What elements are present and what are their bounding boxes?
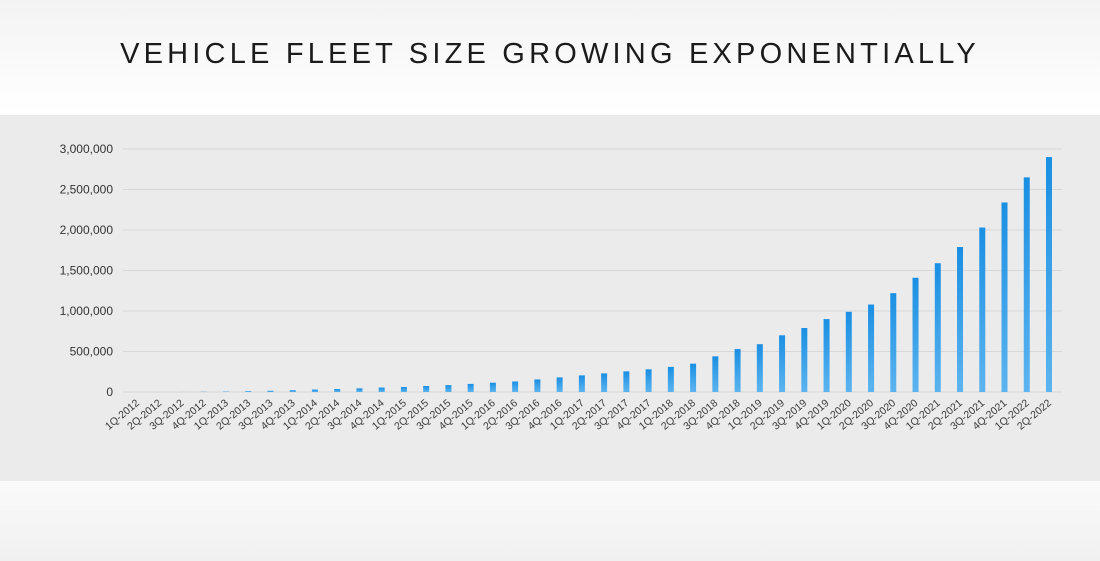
bar-2Q-2017 (601, 373, 608, 392)
y-tick-label: 2,000,000 (60, 223, 114, 237)
bar-3Q-2016 (534, 379, 541, 392)
y-tick-label: 1,000,000 (60, 304, 114, 318)
bar-3Q-2013 (267, 390, 274, 392)
bar-4Q-2013 (289, 390, 296, 392)
bar-2Q-2016 (512, 381, 519, 392)
bar-1Q-2020 (845, 311, 852, 392)
y-tick-label: 2,500,000 (60, 183, 114, 197)
bar-3Q-2014 (356, 388, 363, 392)
bar-2Q-2022 (1046, 157, 1052, 392)
bar-4Q-2014 (378, 387, 385, 392)
y-axis: 0 500,000 1,000,000 1,500,000 2,000,000 2,500… (60, 142, 114, 399)
bar-3Q-2019 (801, 328, 808, 392)
bar-chart: 0 500,000 1,000,000 1,500,000 2,000,000 2,500… (60, 142, 1062, 433)
bar-4Q-2019 (823, 319, 830, 392)
bar-2Q-2020 (868, 304, 875, 392)
y-tick-label: 0 (106, 385, 113, 399)
bar-1Q-2016 (489, 382, 496, 392)
bar-2Q-2013 (245, 391, 252, 392)
bar-2Q-2021 (957, 247, 964, 392)
bars (178, 157, 1052, 392)
bar-1Q-2021 (934, 263, 941, 392)
bar-1Q-2014 (311, 389, 318, 392)
grid-lines (123, 148, 1062, 393)
bar-4Q-2015 (467, 383, 474, 392)
bar-1Q-2019 (756, 344, 763, 392)
chart-title: VEHICLE FLEET SIZE GROWING EXPONENTIALLY (120, 38, 980, 70)
chart-panel: 0 500,000 1,000,000 1,500,000 2,000,000 2,500… (0, 115, 1100, 481)
y-tick-label: 1,500,000 (60, 264, 114, 278)
bar-3Q-2015 (445, 385, 452, 392)
bar-3Q-2021 (979, 227, 986, 392)
bar-1Q-2022 (1023, 177, 1030, 392)
bar-2Q-2014 (334, 389, 341, 392)
x-axis: 1Q-20122Q-20123Q-20124Q-20121Q-20132Q-20… (103, 397, 1054, 433)
bar-2Q-2018 (690, 363, 697, 392)
bar-3Q-2018 (712, 356, 719, 392)
bar-1Q-2017 (578, 375, 585, 392)
bar-4Q-2020 (912, 277, 919, 392)
bar-4Q-2018 (734, 349, 741, 392)
bar-3Q-2020 (890, 293, 897, 392)
y-tick-label: 3,000,000 (60, 142, 114, 156)
bar-1Q-2015 (400, 386, 407, 392)
bar-1Q-2018 (667, 366, 674, 392)
bar-4Q-2021 (1001, 202, 1008, 392)
bar-3Q-2017 (623, 371, 630, 392)
bar-2Q-2019 (779, 335, 786, 392)
bar-4Q-2017 (645, 369, 652, 392)
y-tick-label: 500,000 (70, 345, 114, 359)
bar-4Q-2016 (556, 377, 563, 392)
bar-2Q-2015 (423, 386, 430, 392)
